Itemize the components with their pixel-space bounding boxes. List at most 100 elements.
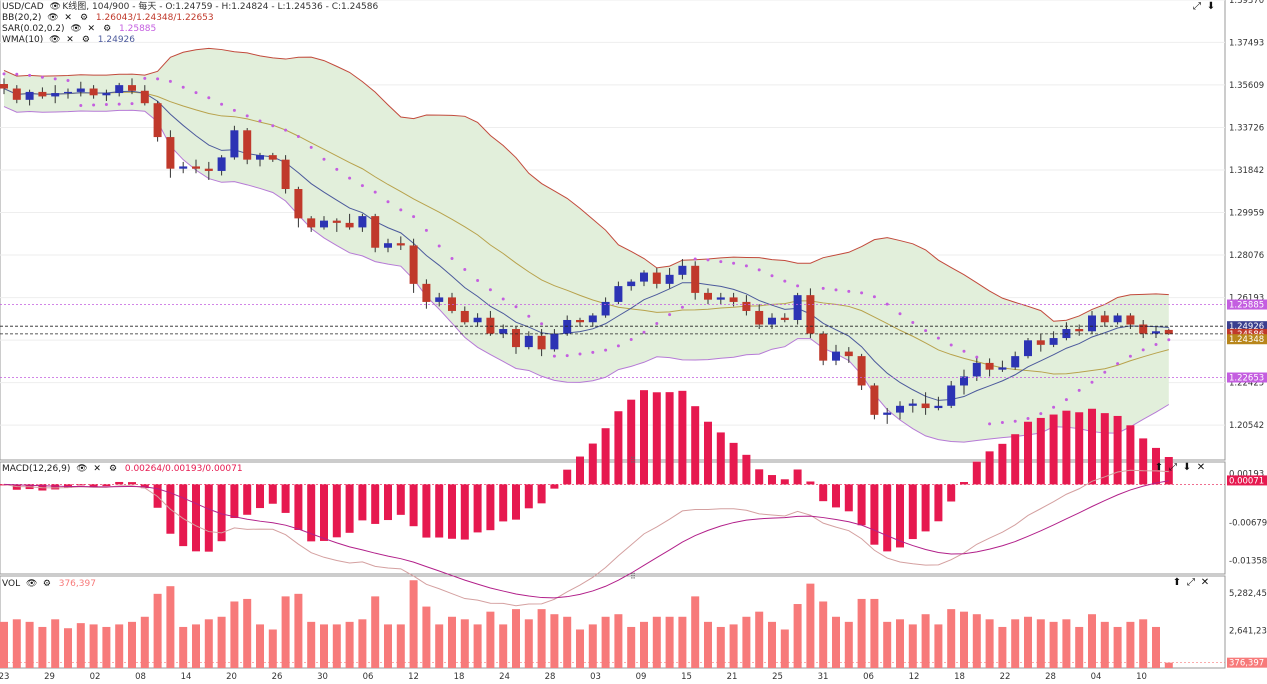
candle-body [1049, 338, 1058, 345]
arrow-up-icon[interactable]: ⬆ [1172, 577, 1182, 588]
macd-hist-bar [1100, 413, 1109, 485]
macd-hist-bar [768, 475, 776, 485]
price-axis-label: 1.28076 [1229, 251, 1264, 261]
expand-icon[interactable]: ⤢ [1169, 462, 1177, 473]
vol-bar [729, 624, 738, 668]
macd-hist-bar [256, 484, 264, 509]
vol-bar [588, 624, 597, 668]
eye-icon[interactable]: 👁 [47, 13, 59, 23]
candle-body [51, 93, 60, 97]
sar-point [1000, 421, 1004, 425]
sar-point [757, 268, 761, 272]
arrow-down-icon[interactable]: ⬇ [1182, 462, 1192, 473]
vol-bar [1024, 616, 1032, 668]
vol-bar [640, 621, 648, 668]
vol-bar [12, 619, 21, 668]
x-axis-label: 30 [317, 672, 328, 681]
candle-body [473, 317, 482, 323]
candle-body [729, 297, 738, 302]
symbol-label: USD/CAD [2, 2, 44, 12]
candle-body [12, 88, 21, 100]
sar-point [898, 312, 902, 316]
candle-body [985, 362, 994, 370]
vol-bar [460, 619, 469, 668]
x-axis-label: 24 [499, 672, 510, 681]
vol-header: VOL 👁 ⚙ 376,397 [2, 579, 96, 590]
vol-bar [524, 619, 533, 668]
gear-icon[interactable]: ⚙ [108, 464, 118, 474]
eye-icon[interactable]: 👁 [70, 24, 82, 34]
x-axis-label: 26 [272, 672, 283, 681]
close-icon[interactable]: ✕ [1196, 462, 1206, 473]
sar-point [1026, 416, 1030, 420]
macd-hist-bar [281, 484, 290, 513]
x-axis-label: 18 [954, 672, 965, 681]
eye-icon[interactable]: 👁 [25, 579, 38, 589]
vol-bar [1088, 614, 1096, 668]
gear-icon[interactable]: ⚙ [80, 13, 89, 23]
vol-bar [473, 624, 482, 668]
price-axis-label: 1.35609 [1229, 81, 1264, 91]
candle-body [140, 90, 149, 104]
sar-point [437, 244, 441, 248]
sar-point [156, 77, 160, 81]
expand-icon[interactable]: ⤢ [1187, 577, 1195, 588]
arrow-down-icon[interactable]: ⬇ [1206, 1, 1216, 12]
x-axis-label: 21 [727, 672, 738, 681]
macd-hist-bar [448, 484, 456, 539]
candle-body [1088, 315, 1096, 332]
eye-icon[interactable]: 👁 [49, 2, 61, 12]
sar-point [79, 103, 83, 107]
macd-hist-bar [243, 484, 252, 515]
sar-point [207, 96, 211, 100]
vol-value: 376,397 [58, 579, 96, 589]
bb-middle-line [3, 88, 1169, 375]
close-icon[interactable]: ✕ [1200, 577, 1210, 588]
candle-body [486, 317, 495, 334]
candle-body [691, 265, 700, 293]
sar-point [1013, 419, 1017, 423]
sar-point [706, 258, 710, 262]
vol-bar [716, 626, 725, 668]
eye-icon[interactable]: 👁 [49, 35, 61, 45]
gear-icon[interactable]: ⚙ [42, 579, 51, 589]
macd-resize-handle[interactable]: ⠿ [630, 456, 636, 465]
close-icon[interactable]: ✕ [66, 35, 74, 45]
macd-label: MACD(12,26,9) [2, 464, 71, 474]
close-icon[interactable]: ✕ [87, 24, 96, 34]
candle-body [665, 274, 674, 284]
gear-icon[interactable]: ⚙ [103, 24, 112, 34]
sar-point [872, 295, 876, 299]
sar-point [719, 260, 723, 264]
vol-bar [153, 593, 162, 668]
macd-hist-bar [486, 484, 495, 531]
sar-point [642, 330, 646, 334]
arrow-up-icon[interactable]: ⬆ [1154, 462, 1164, 473]
macd-hist-bar [268, 484, 277, 504]
gear-icon[interactable]: ⚙ [81, 35, 90, 45]
vol-bar [1062, 619, 1071, 668]
candle-body [934, 405, 943, 409]
sar-point [578, 352, 582, 356]
candle-body [1024, 340, 1032, 357]
sar-point [296, 134, 300, 138]
sar-point [271, 124, 275, 128]
candle-body [819, 333, 828, 361]
macd-hist-bar [217, 484, 226, 542]
close-icon[interactable]: ✕ [64, 13, 72, 23]
close-icon[interactable]: ✕ [93, 464, 101, 474]
price-tag-label: 1.24348 [1229, 335, 1264, 345]
candle-body [998, 367, 1007, 370]
vol-bar [960, 611, 968, 668]
vol-bar [256, 624, 264, 668]
sar-point [988, 422, 992, 426]
vol-resize-handle[interactable]: ⠿ [630, 572, 636, 581]
x-axis-label: 28 [1045, 672, 1056, 681]
expand-icon[interactable]: ⤢ [1193, 1, 1201, 12]
vol-label: VOL [2, 579, 21, 589]
candle-body [1075, 329, 1084, 332]
vol-bar [665, 616, 674, 668]
wma-header: WMA(10) 👁 ✕ ⚙ 1.24926 [2, 35, 135, 46]
eye-icon[interactable]: 👁 [76, 464, 88, 474]
bb-upper-line [3, 47, 1169, 322]
